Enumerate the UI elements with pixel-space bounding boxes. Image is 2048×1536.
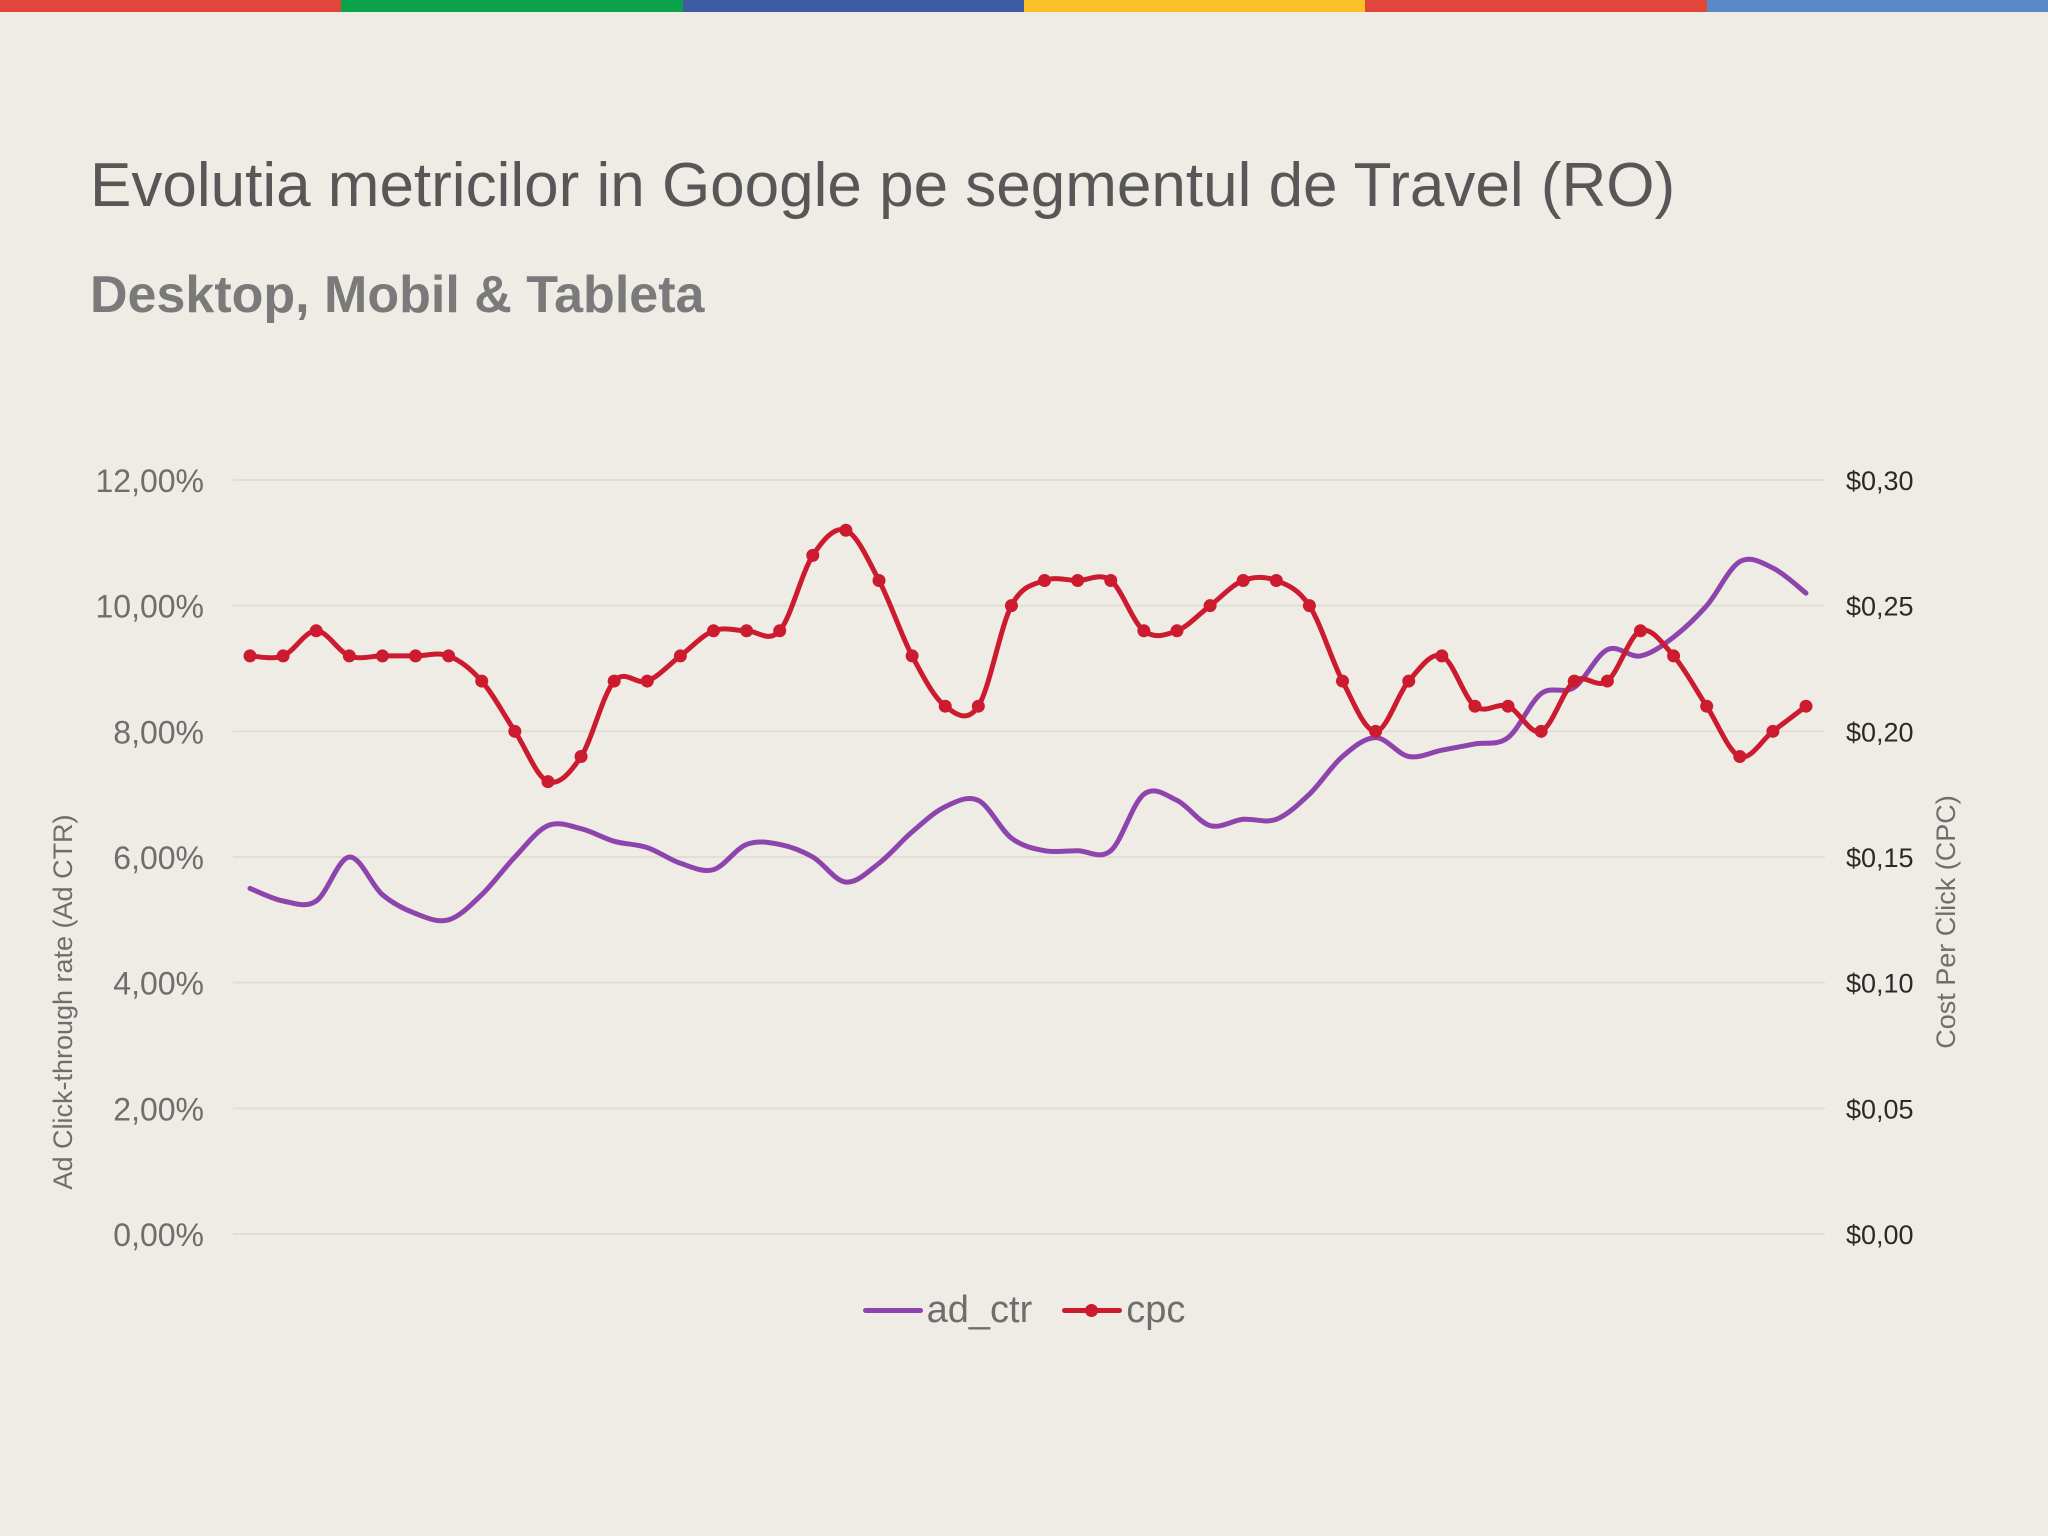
- data-point-cpc: [475, 674, 489, 688]
- top-bar-segment-blue: [682, 0, 1024, 12]
- data-point-cpc: [342, 649, 356, 663]
- y-left-tick-label: 0,00%: [113, 1217, 204, 1253]
- chart-legend: ad_ctr cpc: [0, 1287, 2048, 1333]
- data-point-cpc: [1468, 699, 1482, 713]
- data-point-cpc: [1269, 574, 1283, 588]
- data-point-cpc: [1501, 699, 1515, 713]
- y-right-tick-label: $0,20: [1846, 717, 1914, 747]
- data-point-cpc: [938, 699, 952, 713]
- data-point-cpc: [1137, 624, 1151, 638]
- data-point-cpc: [1004, 599, 1018, 613]
- data-point-cpc: [1203, 599, 1217, 613]
- legend-label-ad-ctr: ad_ctr: [926, 1288, 1033, 1331]
- data-point-cpc: [640, 674, 654, 688]
- top-color-bar: [0, 0, 2048, 12]
- data-point-cpc: [905, 649, 919, 663]
- data-point-cpc: [706, 624, 720, 638]
- y-left-tick-label: 10,00%: [95, 589, 204, 625]
- y-right-tick-label: $0,15: [1846, 843, 1914, 873]
- data-point-cpc: [1600, 674, 1614, 688]
- data-point-cpc: [1071, 574, 1085, 588]
- page-subtitle: Desktop, Mobil & Tableta: [90, 266, 705, 324]
- data-point-cpc: [971, 699, 985, 713]
- data-point-cpc: [1170, 624, 1184, 638]
- data-point-cpc: [1733, 749, 1747, 763]
- legend-swatch-cpc: [1062, 1303, 1123, 1317]
- data-point-cpc: [1667, 649, 1681, 663]
- data-point-cpc: [1104, 574, 1118, 588]
- data-point-cpc: [1435, 649, 1449, 663]
- data-point-cpc: [1369, 724, 1383, 738]
- y-right-axis-title: Cost Per Click (CPC): [1931, 795, 1961, 1049]
- y-right-tick-label: $0,30: [1846, 466, 1914, 496]
- y-right-tick-label: $0,25: [1846, 592, 1914, 622]
- data-point-cpc: [1799, 699, 1813, 713]
- data-point-cpc: [574, 749, 588, 763]
- y-left-tick-label: 12,00%: [95, 463, 204, 499]
- top-bar-segment-green: [341, 0, 683, 12]
- data-point-cpc: [607, 674, 621, 688]
- legend-swatch-ad-ctr: [862, 1307, 923, 1313]
- legend-item-ad-ctr: ad_ctr: [862, 1288, 1033, 1332]
- y-left-tick-label: 6,00%: [113, 840, 204, 876]
- legend-marker-cpc: [1085, 1303, 1099, 1317]
- y-right-tick-label: $0,10: [1846, 969, 1914, 999]
- data-point-cpc: [442, 649, 456, 663]
- data-point-cpc: [773, 624, 787, 638]
- data-point-cpc: [1402, 674, 1416, 688]
- legend-label-cpc: cpc: [1126, 1288, 1186, 1331]
- data-point-cpc: [1302, 599, 1316, 613]
- top-bar-segment-red-2: [1365, 0, 1707, 12]
- data-point-cpc: [243, 649, 257, 663]
- series-line-cpc: [247, 527, 1809, 785]
- data-point-cpc: [541, 775, 555, 789]
- data-point-cpc: [309, 624, 323, 638]
- y-right-tick-label: $0,00: [1846, 1220, 1914, 1250]
- page-title: Evolutia metricilor in Google pe segment…: [90, 151, 1676, 220]
- data-point-cpc: [1766, 724, 1780, 738]
- y-right-tick-label: $0,05: [1846, 1094, 1914, 1124]
- data-point-cpc: [740, 624, 754, 638]
- data-point-cpc: [1038, 574, 1052, 588]
- data-point-cpc: [872, 574, 886, 588]
- data-point-cpc: [276, 649, 290, 663]
- data-point-cpc: [1534, 724, 1548, 738]
- data-point-cpc: [839, 523, 853, 537]
- y-left-tick-label: 2,00%: [113, 1091, 204, 1127]
- data-point-cpc: [806, 548, 820, 562]
- data-point-cpc: [1633, 624, 1647, 638]
- data-point-cpc: [1567, 674, 1581, 688]
- data-point-cpc: [1336, 674, 1350, 688]
- top-bar-segment-lightblue: [1706, 0, 2048, 12]
- data-point-cpc: [409, 649, 423, 663]
- legend-item-cpc: cpc: [1062, 1289, 1185, 1332]
- y-left-tick-label: 4,00%: [113, 966, 204, 1002]
- y-left-tick-label: 8,00%: [113, 714, 204, 750]
- top-bar-segment-yellow: [1023, 0, 1366, 12]
- y-left-axis-title: Ad Click-through rate (Ad CTR): [48, 814, 78, 1189]
- series-line-ad_ctr: [247, 556, 1809, 924]
- data-point-cpc: [673, 649, 687, 663]
- data-point-cpc: [1236, 574, 1250, 588]
- data-point-cpc: [375, 649, 389, 663]
- top-bar-segment-red: [0, 0, 342, 12]
- data-point-cpc: [508, 724, 522, 738]
- data-point-cpc: [1700, 699, 1714, 713]
